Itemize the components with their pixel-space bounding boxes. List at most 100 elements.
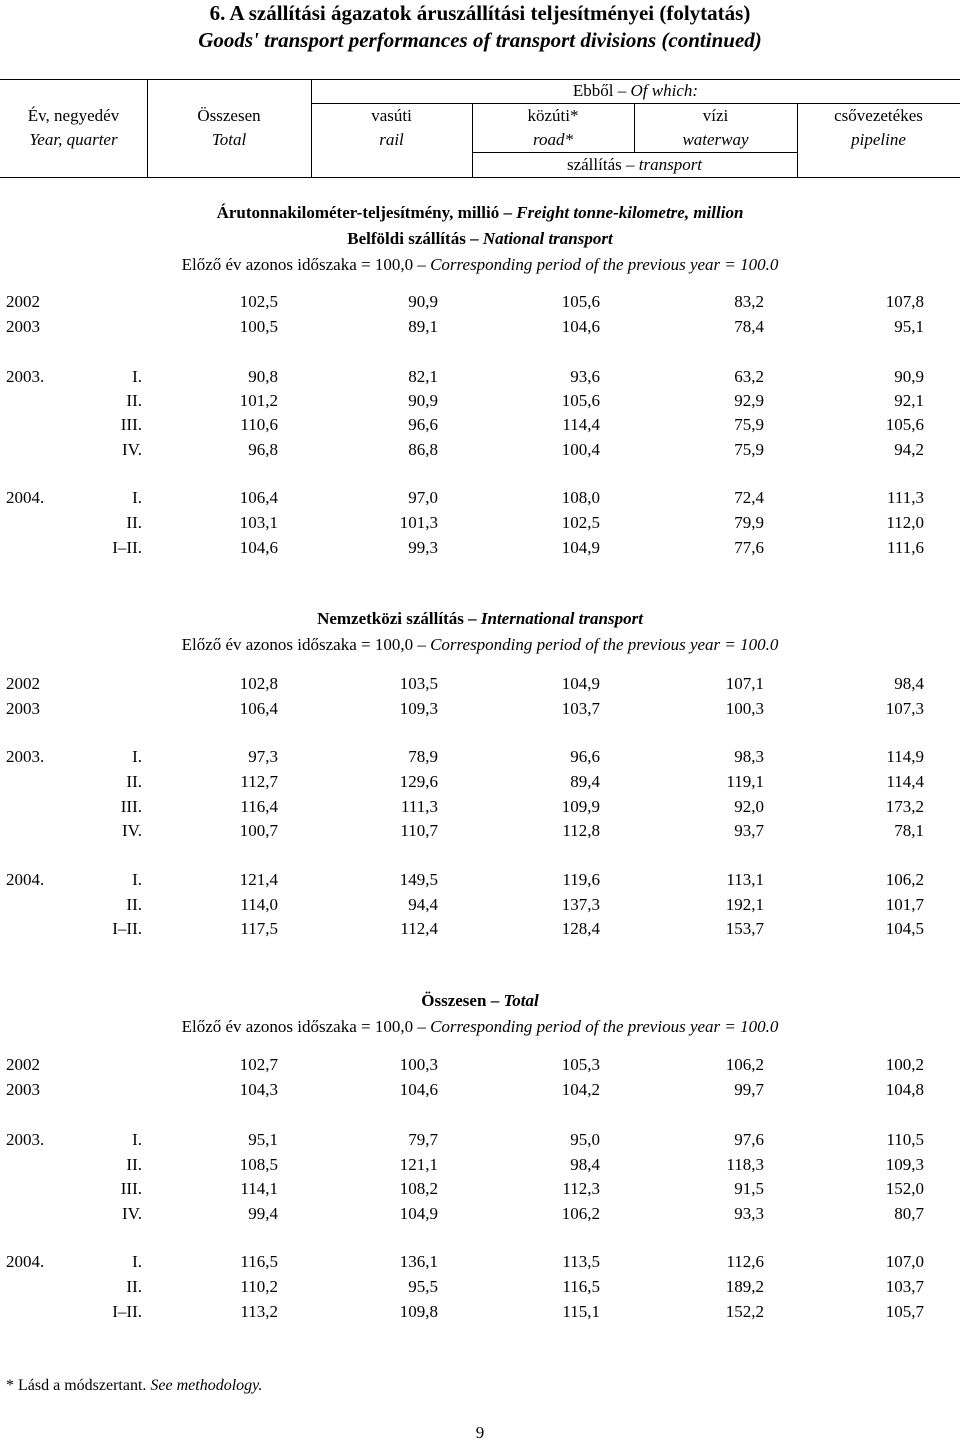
cell-value: 104,8 <box>885 1080 924 1099</box>
cell-value: 136,1 <box>399 1252 438 1271</box>
pipe-header-en: pipeline <box>851 130 906 149</box>
cell-value: 118,3 <box>726 1155 764 1174</box>
cell-value: 95,1 <box>248 1130 278 1149</box>
cell-value: 95,0 <box>570 1130 600 1149</box>
row-quarter: IV. <box>122 440 142 459</box>
cell-value: 97,3 <box>248 747 278 766</box>
cell-value: 102,8 <box>239 674 278 693</box>
table-row: 2003. I. 95,1 79,7 95,0 97,6 110,5 <box>0 1128 960 1152</box>
cell-value: 114,4 <box>562 415 600 434</box>
cell-value: 104,6 <box>561 317 600 336</box>
table-row: 2004. I. 121,4 149,5 119,6 113,1 106,2 <box>0 868 960 892</box>
cell-value: 112,0 <box>886 513 924 532</box>
cell-value: 78,4 <box>734 317 764 336</box>
cell-value: 121,4 <box>239 870 278 889</box>
cell-value: 106,2 <box>885 870 924 889</box>
table-row: 2003 106,4 109,3 103,7 100,3 107,3 <box>0 697 960 721</box>
cell-value: 103,1 <box>239 513 278 532</box>
transport-header: szállítás – transport <box>566 155 703 174</box>
row-quarter: II. <box>126 1155 142 1174</box>
cell-value: 104,3 <box>239 1080 278 1099</box>
cell-value: 110,7 <box>400 821 438 840</box>
cell-value: 152,2 <box>725 1302 764 1321</box>
section-title: Belföldi szállítás – National transport <box>347 229 613 248</box>
cell-value: 90,9 <box>408 292 438 311</box>
row-quarter: I. <box>132 367 142 386</box>
road-header-hu: közúti* <box>527 106 579 125</box>
cell-value: 101,7 <box>885 895 924 914</box>
cell-value: 100,3 <box>399 1055 438 1074</box>
row-year: 2002 <box>6 292 40 311</box>
cell-value: 96,8 <box>248 440 278 459</box>
cell-value: 104,2 <box>561 1080 600 1099</box>
row-quarter: IV. <box>122 1204 142 1223</box>
cell-value: 104,9 <box>561 538 600 557</box>
table-row: IV. 96,8 86,8 100,4 75,9 94,2 <box>0 438 960 462</box>
measure-label: Árutonnakilométer-teljesítmény, millió –… <box>216 203 744 222</box>
cell-value: 104,5 <box>885 919 924 938</box>
cell-value: 116,5 <box>562 1277 600 1296</box>
cell-value: 117,5 <box>240 919 278 938</box>
cell-value: 93,3 <box>734 1204 764 1223</box>
row-year: 2002 <box>6 1055 40 1074</box>
section-basis: Előző év azonos időszaka = 100,0 – Corre… <box>181 635 779 654</box>
cell-value: 100,3 <box>725 699 764 718</box>
cell-value: 79,7 <box>408 1130 438 1149</box>
cell-value: 104,9 <box>399 1204 438 1223</box>
row-year: 2004. <box>6 870 45 889</box>
cell-value: 109,8 <box>399 1302 438 1321</box>
cell-value: 100,2 <box>885 1055 924 1074</box>
cell-value: 79,9 <box>734 513 764 532</box>
cell-value: 100,5 <box>239 317 278 336</box>
table-row: 2003 104,3 104,6 104,2 99,7 104,8 <box>0 1078 960 1102</box>
cell-value: 75,9 <box>734 440 764 459</box>
cell-value: 113,2 <box>240 1302 278 1321</box>
row-quarter: II. <box>126 895 142 914</box>
road-header-en: road* <box>533 130 573 149</box>
section-title: Nemzetközi szállítás – International tra… <box>317 609 643 628</box>
table-row: 2002 102,8 103,5 104,9 107,1 98,4 <box>0 672 960 696</box>
cell-value: 121,1 <box>399 1155 438 1174</box>
cell-value: 96,6 <box>570 747 600 766</box>
cell-value: 95,1 <box>894 317 924 336</box>
cell-value: 96,6 <box>408 415 438 434</box>
cell-value: 107,1 <box>725 674 764 693</box>
cell-value: 108,5 <box>239 1155 278 1174</box>
cell-value: 90,8 <box>248 367 278 386</box>
row-quarter: I–II. <box>112 1302 142 1321</box>
cell-value: 100,7 <box>239 821 278 840</box>
table-row: II. 110,2 95,5 116,5 189,2 103,7 <box>0 1275 960 1299</box>
cell-value: 114,0 <box>240 895 278 914</box>
cell-value: 80,7 <box>894 1204 924 1223</box>
section-basis: Előző év azonos időszaka = 100,0 – Corre… <box>181 1017 779 1036</box>
cell-value: 149,5 <box>399 870 438 889</box>
section-title: Összesen – Total <box>421 991 539 1010</box>
cell-value: 116,5 <box>240 1252 278 1271</box>
cell-value: 113,1 <box>726 870 764 889</box>
cell-value: 103,7 <box>885 1277 924 1296</box>
cell-value: 97,0 <box>408 488 438 507</box>
table-row: 2003 100,5 89,1 104,6 78,4 95,1 <box>0 315 960 339</box>
pipe-header-hu: csővezetékes <box>834 106 923 125</box>
cell-value: 102,5 <box>561 513 600 532</box>
cell-value: 113,5 <box>562 1252 600 1271</box>
cell-value: 99,3 <box>408 538 438 557</box>
table-row: I–II. 113,2 109,8 115,1 152,2 105,7 <box>0 1300 960 1324</box>
table-row: III. 110,6 96,6 114,4 75,9 105,6 <box>0 413 960 437</box>
cell-value: 112,3 <box>562 1179 600 1198</box>
row-quarter: I–II. <box>112 919 142 938</box>
table-title: 6. A szállítási ágazatok áruszállítási t… <box>209 1 751 25</box>
cell-value: 110,5 <box>886 1130 924 1149</box>
row-quarter: I. <box>132 488 142 507</box>
cell-value: 95,5 <box>408 1277 438 1296</box>
cell-value: 192,1 <box>725 895 764 914</box>
cell-value: 119,1 <box>726 772 764 791</box>
table-row: III. 116,4 111,3 109,9 92,0 173,2 <box>0 795 960 819</box>
row-year: 2003. <box>6 367 45 386</box>
table-row: 2003. I. 90,8 82,1 93,6 63,2 90,9 <box>0 365 960 389</box>
row-year: 2004. <box>6 488 45 507</box>
row-quarter: I. <box>132 870 142 889</box>
table-row: II. 108,5 121,1 98,4 118,3 109,3 <box>0 1153 960 1177</box>
row-quarter: II. <box>126 772 142 791</box>
rail-header-en: rail <box>379 130 404 149</box>
